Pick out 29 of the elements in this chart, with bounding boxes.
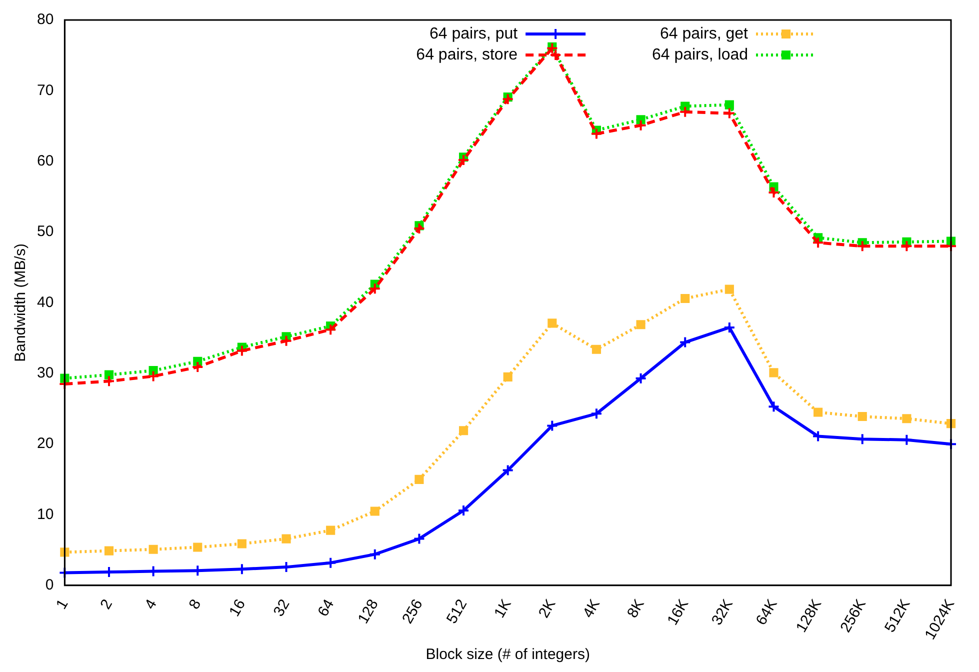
x-tick-label: 2 [97,596,116,612]
x-axis-title: Block size (# of integers) [426,646,590,664]
x-tick-label: 64 [314,596,338,620]
y-tick-label: 50 [36,223,54,240]
y-tick-label: 0 [45,576,54,594]
x-tick-label: 1K [490,596,515,621]
x-tick-label: 4 [141,596,160,612]
x-tick-label: 16 [226,596,249,620]
x-tick-label: 4K [580,596,604,621]
y-tick-label: 80 [36,11,54,28]
y-tick-label: 30 [36,364,54,382]
legend-label: 64 pairs, store [416,46,518,64]
y-tick-label: 20 [36,435,54,452]
y-tick-label: 10 [36,506,54,523]
y-tick-label: 70 [36,82,54,99]
x-tick-label: 256 [399,596,426,627]
legend-label: 64 pairs, load [652,46,748,64]
x-tick-label: 32 [270,596,294,620]
x-tick-label: 8K [624,596,648,621]
y-tick-label: 60 [36,152,54,170]
x-tick-label: 512 [443,596,471,627]
x-tick-label: 128 [354,596,382,627]
y-tick-label: 40 [36,294,54,311]
y-axis-title: Bandwidth (MB/s) [12,244,30,362]
x-tick-label: 8 [186,596,205,612]
legend-label: 64 pairs, put [430,25,518,42]
legend-label: 64 pairs, get [660,25,749,42]
x-tick-label: 2K [535,596,560,621]
x-tick-label: 1 [52,596,72,612]
